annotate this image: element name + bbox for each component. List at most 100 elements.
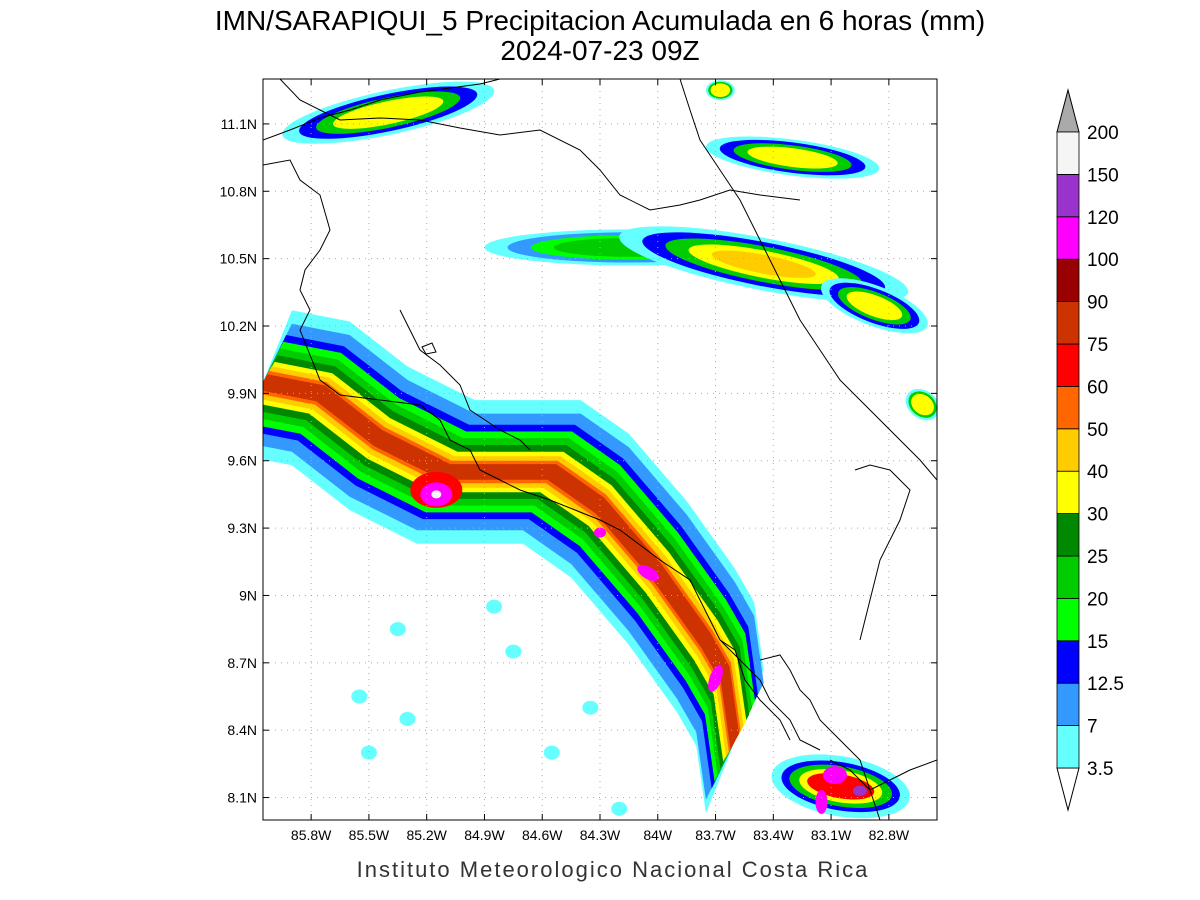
precip-core-100mm bbox=[708, 665, 723, 692]
scattered-cell-1 bbox=[399, 711, 416, 726]
colorbar-level-label: 100 bbox=[1087, 250, 1119, 271]
scattered-cell-8 bbox=[505, 644, 522, 659]
north-spot-level-6 bbox=[710, 83, 731, 98]
north-band-3-level-6 bbox=[747, 146, 838, 169]
scattered-cell-5 bbox=[611, 801, 628, 816]
lon-tick-label: 83.4W bbox=[753, 827, 794, 843]
lat-tick-label: 8.4N bbox=[227, 722, 257, 738]
scattered-cell-3 bbox=[543, 745, 560, 760]
south-cluster-120mm bbox=[852, 785, 867, 796]
precip-core-150mm bbox=[431, 490, 442, 499]
nicaragua-border bbox=[279, 79, 801, 211]
lon-tick-label: 83.1W bbox=[811, 827, 852, 843]
lon-tick-label: 83.7W bbox=[695, 827, 736, 843]
colorbar-legend: 3.5 7 12.5 15 20 25 30 40 50 60 75 90 100 120 150 200 bbox=[1056, 88, 1124, 812]
colorbar-level-label: 15 bbox=[1087, 632, 1108, 653]
lon-tick-label: 84W bbox=[643, 827, 673, 843]
caribbean-coast bbox=[679, 79, 937, 481]
north-band-2b-level-7 bbox=[711, 250, 816, 278]
colorbar-level-label: 7 bbox=[1087, 717, 1098, 738]
colorbar-swatch bbox=[1056, 216, 1080, 260]
colorbar-level-label: 150 bbox=[1087, 165, 1119, 186]
colorbar-level-label: 12.5 bbox=[1087, 674, 1124, 695]
longitude-axis: 85.8W 85.5W 85.2W 84.9W 84.6W 84.3W 84W 83.7W 83… bbox=[291, 79, 910, 843]
graticule bbox=[263, 79, 937, 820]
lat-tick-label: 9N bbox=[239, 587, 257, 603]
nicoya-gulf bbox=[399, 309, 531, 451]
colorbar-swatch bbox=[1056, 428, 1080, 472]
colorbar-swatch bbox=[1056, 640, 1080, 684]
osa-peninsula bbox=[719, 639, 791, 741]
colorbar-swatch bbox=[1056, 725, 1080, 769]
latitude-axis: 11.1N 10.8N 10.5N 10.2N 9.9N 9.6N 9.3N 9N 8.7N 8.… bbox=[220, 116, 937, 806]
colorbar-swatch bbox=[1056, 598, 1080, 642]
north-band-4-level-6 bbox=[846, 291, 903, 321]
colorbar-level-label: 120 bbox=[1087, 208, 1119, 229]
precip-band-75mm bbox=[263, 374, 740, 750]
colorbar-swatch bbox=[1056, 173, 1080, 218]
lat-tick-label: 8.1N bbox=[227, 790, 257, 806]
colorbar-swatch bbox=[1056, 301, 1080, 345]
lon-tick-label: 84.3W bbox=[580, 827, 621, 843]
colorbar-level-label: 30 bbox=[1087, 505, 1108, 526]
east-spot-level-6 bbox=[911, 393, 934, 416]
lat-tick-label: 8.7N bbox=[227, 655, 257, 671]
colorbar-level-label: 50 bbox=[1087, 420, 1108, 441]
south-cluster-100mm bbox=[822, 766, 847, 785]
pacific-coast-central bbox=[519, 489, 821, 751]
colorbar-level-label: 25 bbox=[1087, 547, 1108, 568]
colorbar-level-label: 3.5 bbox=[1087, 759, 1113, 780]
burica-peninsula bbox=[854, 464, 911, 641]
colorbar-swatch bbox=[1056, 555, 1080, 599]
colorbar-swatch bbox=[1056, 258, 1080, 303]
map-subtitle: 2024-07-23 09Z bbox=[500, 35, 699, 66]
credit-text: Instituto Meteorologico Nacional Costa R… bbox=[357, 857, 870, 882]
scattered-cell-0 bbox=[389, 622, 406, 637]
colorbar-level-label: 90 bbox=[1087, 293, 1108, 314]
lon-tick-label: 84.6W bbox=[522, 827, 563, 843]
colorbar-swatch bbox=[1056, 682, 1080, 727]
scattered-cell-7 bbox=[351, 689, 368, 704]
lat-tick-label: 10.5N bbox=[220, 251, 257, 267]
lon-tick-label: 85.5W bbox=[349, 827, 390, 843]
colorbar-swatch bbox=[1056, 385, 1080, 430]
lat-tick-label: 11.1N bbox=[221, 116, 257, 132]
scattered-cell-4 bbox=[582, 700, 599, 715]
lon-tick-label: 82.8W bbox=[869, 827, 910, 843]
lat-tick-label: 10.2N bbox=[220, 318, 257, 334]
colorbar-swatch bbox=[1056, 470, 1080, 515]
precip-band-30mm bbox=[263, 361, 747, 762]
map-title: IMN/SARAPIQUI_5 Precipitacion Acumulada … bbox=[215, 5, 985, 36]
lon-tick-label: 85.8W bbox=[291, 827, 332, 843]
map-plot-area bbox=[262, 78, 938, 821]
pacific-coast-north bbox=[263, 159, 521, 491]
lat-tick-label: 10.8N bbox=[220, 183, 257, 199]
lake-nicaragua-shore bbox=[263, 79, 501, 141]
north-band-1-level-6 bbox=[333, 96, 444, 129]
lat-tick-label: 9.6N bbox=[227, 453, 257, 469]
lon-tick-label: 84.9W bbox=[464, 827, 505, 843]
colorbar-level-label: 200 bbox=[1087, 123, 1119, 144]
colorbar-level-label: 20 bbox=[1087, 589, 1108, 610]
island-chira bbox=[421, 342, 437, 355]
colorbar-swatch bbox=[1056, 343, 1080, 387]
colorbar-level-label: 60 bbox=[1087, 377, 1108, 398]
lon-tick-label: 85.2W bbox=[406, 827, 447, 843]
colorbar-level-label: 75 bbox=[1087, 335, 1108, 356]
scattered-cell-2 bbox=[486, 599, 503, 614]
lat-tick-label: 9.3N bbox=[227, 520, 257, 536]
south-cluster-100mm-2 bbox=[815, 790, 828, 815]
precip-core-100mm bbox=[637, 565, 659, 581]
colorbar-swatch bbox=[1056, 513, 1080, 557]
precipitation-field bbox=[263, 80, 937, 819]
scattered-cell-6 bbox=[360, 745, 377, 760]
lat-tick-label: 9.9N bbox=[227, 385, 257, 401]
colorbar-over-arrow bbox=[1056, 88, 1080, 133]
coastlines-borders bbox=[263, 79, 937, 820]
colorbar-swatch bbox=[1056, 131, 1080, 175]
panama-border bbox=[759, 654, 881, 820]
colorbar-level-label: 40 bbox=[1087, 462, 1108, 483]
precip-core-100mm bbox=[594, 527, 606, 538]
colorbar-under-arrow bbox=[1056, 767, 1080, 812]
